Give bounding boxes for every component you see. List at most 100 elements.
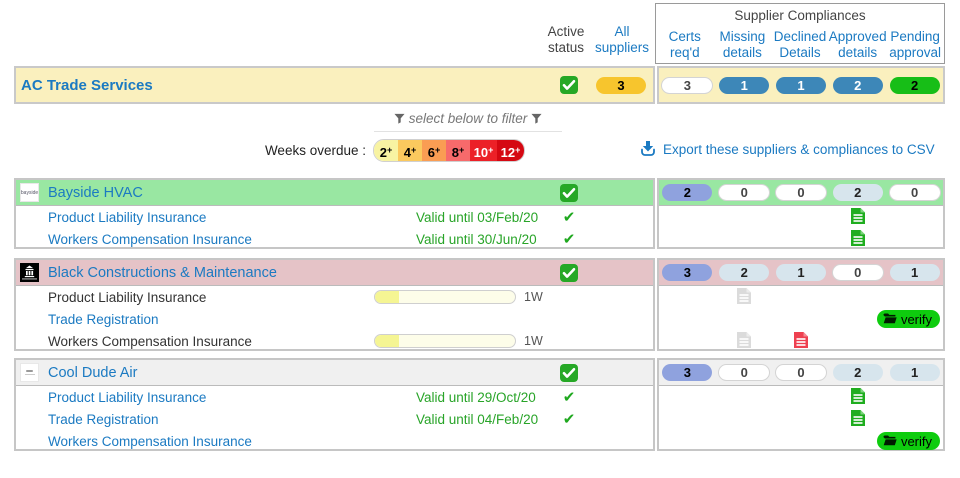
compliance-name-link[interactable]: Trade Registration — [48, 411, 159, 427]
compliance-name-link[interactable]: Workers Compensation Insurance — [48, 231, 252, 247]
approved-document-icon[interactable] — [850, 207, 865, 227]
summary-count-pill[interactable]: 1 — [775, 76, 826, 94]
supplier-card-compliances: 3 2 1 0 1 verify — [657, 258, 945, 351]
overdue-weeks-label: 1W — [524, 290, 543, 304]
verify-button[interactable]: verify — [876, 432, 940, 450]
compliance-count-pill[interactable]: 1 — [889, 264, 940, 281]
compliance-count-pill[interactable]: 0 — [774, 364, 827, 381]
approved-document-icon[interactable] — [850, 387, 865, 407]
weeks-overdue-segment-10[interactable]: 10+ — [470, 140, 497, 161]
column-header-active-status: Active status — [547, 24, 585, 56]
compliance-icons-row — [659, 228, 943, 250]
compliance-column-header[interactable]: Declined Details — [773, 29, 827, 60]
compliance-name-link[interactable]: Workers Compensation Insurance — [48, 433, 252, 449]
valid-check-icon: ✔ — [562, 410, 576, 428]
compliance-icons-row: verify — [659, 430, 943, 452]
overdue-weeks-label: 1W — [524, 334, 543, 348]
column-header-all-suppliers[interactable]: All suppliers — [594, 24, 650, 56]
compliance-column-header[interactable]: Certs req'd — [668, 29, 701, 60]
open-folder-icon — [883, 434, 897, 449]
compliance-icons-row — [659, 330, 943, 352]
supplier-card-header: Cool Dude Air — [16, 360, 653, 386]
cool-dude-logo — [20, 363, 39, 382]
supplier-name-link[interactable]: Cool Dude Air — [48, 364, 138, 381]
compliance-count-pill[interactable]: 2 — [662, 184, 713, 201]
compliance-name-link[interactable]: Trade Registration — [48, 311, 159, 327]
summary-active-status-cell — [549, 76, 589, 94]
download-icon — [640, 140, 656, 159]
weeks-overdue-segment-12[interactable]: 12+ — [497, 140, 524, 161]
supplier-card-header: bayside Bayside HVAC — [16, 180, 653, 206]
summary-count-pill[interactable]: 1 — [719, 76, 770, 94]
active-status-checkbox[interactable] — [560, 263, 578, 282]
all-suppliers-count-pill[interactable]: 3 — [596, 76, 646, 94]
declined-document-icon[interactable] — [793, 331, 808, 351]
weeks-overdue-filter: 2+ 4+ 6+ 8+ 10+ 12+ — [373, 139, 525, 162]
compliance-column-headers: Certs req'd Missing details Declined Detai… — [656, 29, 944, 61]
compliance-row: Workers Compensation Insurance — [16, 430, 653, 452]
weeks-overdue-label: Weeks overdue : — [264, 143, 366, 158]
supplier-name-link[interactable]: Black Constructions & Maintenance — [48, 264, 277, 281]
compliance-row: Trade Registration Valid until 04/Feb/20 ✔ — [16, 408, 653, 430]
compliance-icons-row — [659, 386, 943, 408]
open-folder-icon — [883, 312, 897, 327]
compliance-count-pill[interactable]: 0 — [774, 184, 827, 201]
compliance-count-pill[interactable]: 0 — [718, 184, 771, 201]
compliance-count-pill[interactable]: 3 — [662, 264, 713, 281]
supplier-compliances-title: Supplier Compliances — [734, 8, 866, 23]
weeks-overdue-segment-4[interactable]: 4+ — [398, 140, 422, 161]
weeks-overdue-segment-6[interactable]: 6+ — [422, 140, 446, 161]
valid-check-icon: ✔ — [562, 230, 576, 248]
compliance-row: Product Liability Insurance Valid until 2… — [16, 386, 653, 408]
download-arrow-icon — [641, 141, 655, 156]
compliance-count-pill[interactable]: 2 — [719, 264, 770, 281]
compliance-column-header[interactable]: Pending approval — [889, 29, 942, 60]
active-status-checkbox[interactable] — [560, 183, 578, 202]
filter-funnel-icon — [394, 113, 405, 124]
compliance-row: Trade Registration — [16, 308, 653, 330]
summary-count-pill[interactable]: 3 — [661, 76, 714, 94]
compliance-name-link[interactable]: Product Liability Insurance — [48, 389, 207, 405]
valid-until-text: Valid until 04/Feb/20 — [416, 411, 539, 427]
missing-document-icon[interactable] — [737, 287, 752, 307]
compliance-count-pill[interactable]: 0 — [718, 364, 771, 381]
weeks-overdue-segment-2[interactable]: 2+ — [374, 140, 398, 161]
missing-document-icon[interactable] — [737, 331, 752, 351]
approved-document-icon[interactable] — [850, 229, 865, 249]
compliance-row: Workers Compensation Insurance Valid unti… — [16, 228, 653, 250]
export-csv-label[interactable]: Export these suppliers & compliances to … — [663, 142, 935, 157]
compliance-icons-row: verify — [659, 308, 943, 330]
supplier-card-header: Black Constructions & Maintenance — [16, 260, 653, 286]
compliance-count-pill[interactable]: 3 — [662, 364, 713, 381]
valid-until-text: Valid until 30/Jun/20 — [416, 231, 537, 247]
compliance-row: Product Liability Insurance 1W — [16, 286, 653, 308]
weeks-overdue-segment-8[interactable]: 8+ — [446, 140, 470, 161]
export-csv-link[interactable]: Export these suppliers & compliances to … — [640, 140, 935, 159]
compliance-count-pill[interactable]: 0 — [831, 264, 884, 281]
active-status-checkbox[interactable] — [560, 363, 578, 382]
approved-document-icon[interactable] — [850, 409, 865, 429]
compliance-icons-row — [659, 286, 943, 308]
compliance-column-header[interactable]: Approved details — [828, 29, 887, 60]
compliance-count-pill[interactable]: 2 — [832, 364, 883, 381]
supplier-compliances-header-box: Supplier Compliances Certs req'd Missing … — [655, 3, 945, 64]
valid-check-icon: ✔ — [562, 388, 576, 406]
summary-supplier-group-name[interactable]: AC Trade Services — [21, 76, 153, 94]
overdue-progress-bar — [374, 290, 516, 304]
valid-until-text: Valid until 29/Oct/20 — [416, 389, 536, 405]
compliance-count-pill[interactable]: 1 — [775, 264, 826, 281]
compliance-count-pill[interactable]: 2 — [832, 184, 883, 201]
compliance-column-header[interactable]: Missing details — [719, 29, 766, 60]
supplier-card-left: bayside Bayside HVAC Product Liability Ins… — [14, 178, 655, 249]
verify-button[interactable]: verify — [876, 310, 940, 328]
summary-count-pill[interactable]: 2 — [832, 76, 883, 94]
supplier-name-link[interactable]: Bayside HVAC — [48, 184, 143, 201]
compliance-name-link[interactable]: Product Liability Insurance — [48, 209, 207, 225]
summary-count-pill[interactable]: 2 — [889, 76, 940, 94]
active-status-checkbox[interactable] — [560, 76, 578, 94]
compliance-count-pill[interactable]: 0 — [888, 184, 941, 201]
building-logo-icon — [20, 263, 39, 282]
compliance-count-pill[interactable]: 1 — [889, 364, 940, 381]
